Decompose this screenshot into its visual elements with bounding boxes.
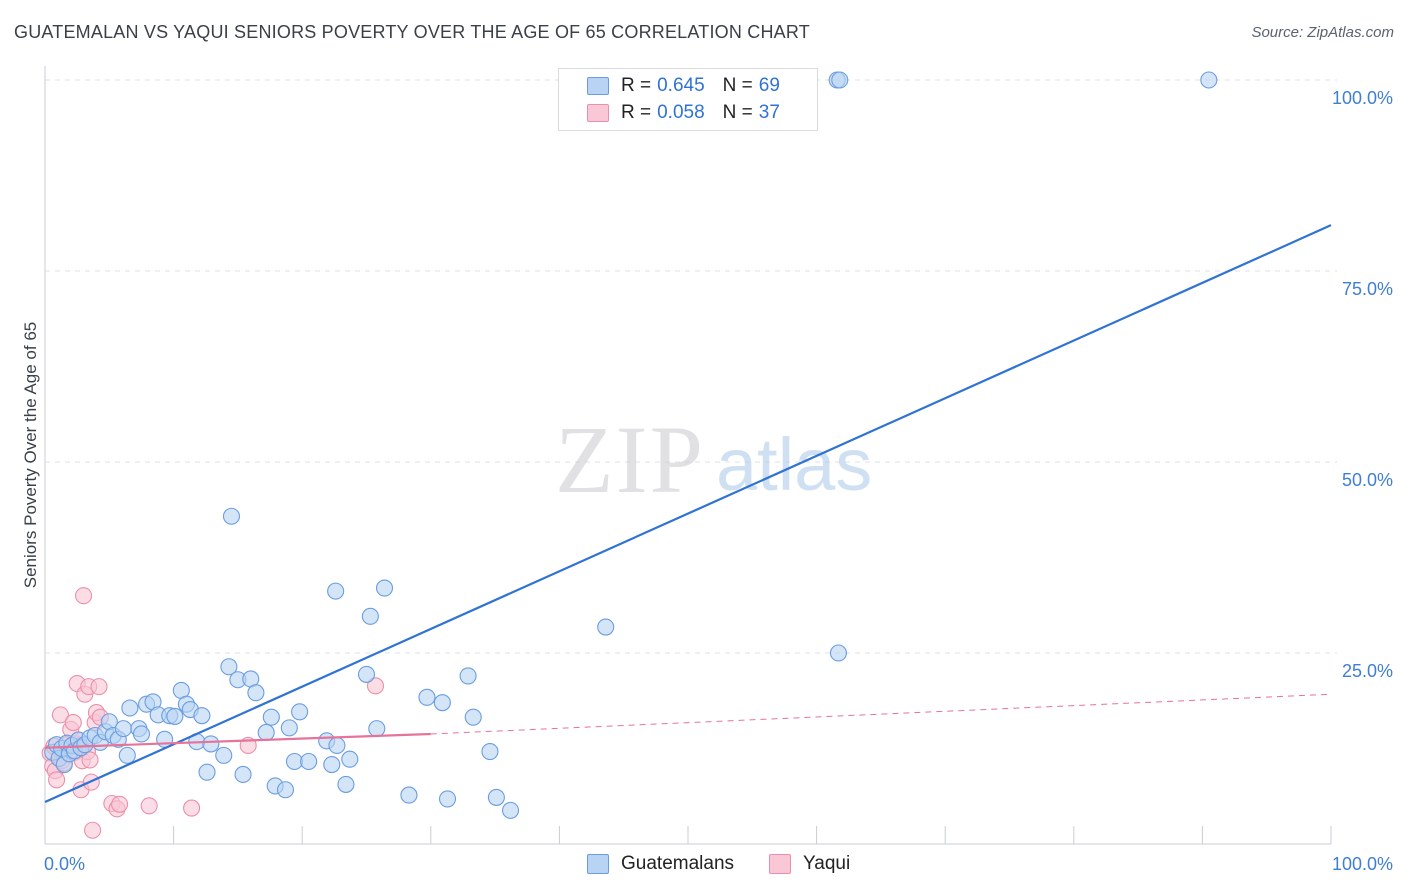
y-axis-label: Seniors Poverty Over the Age of 65 (21, 322, 40, 588)
axes (44, 66, 1332, 845)
point-yaqui (140, 797, 158, 815)
point-guatemalans (257, 723, 275, 742)
point-guatemalans (361, 607, 379, 625)
point-yaqui (366, 677, 385, 695)
legend-n-label: N = (722, 102, 753, 123)
point-guatemalans (121, 699, 139, 717)
point-guatemalans (501, 801, 520, 819)
legend-swatch-blue (587, 77, 609, 95)
point-guatemalans (114, 720, 132, 738)
point-guatemalans (300, 752, 318, 771)
trend-line-yaqui-extension (430, 693, 1332, 735)
point-guatemalans (327, 582, 345, 600)
x-tick-label: 0.0% (44, 854, 85, 874)
legend-n-value: 37 (758, 102, 780, 123)
stats-legend: R = 0.645 N = 69 R = 0.058 N = 37 (558, 68, 818, 131)
point-guatemalans (234, 765, 252, 784)
point-guatemalans (215, 746, 233, 764)
series-guatemalans (44, 71, 1218, 819)
point-guatemalans (291, 703, 309, 721)
point-yaqui (90, 678, 108, 696)
gridlines (45, 79, 1337, 654)
axis-labels: 100.0% 75.0% 50.0% 25.0% 0.0% 100.0% Seniors P… (21, 88, 1393, 874)
point-yaqui (81, 751, 99, 769)
legend-row-guatemalans: R = 0.645 N = 69 (587, 73, 780, 99)
point-guatemalans (328, 736, 346, 754)
x-tick-label: 100.0% (1332, 854, 1393, 874)
point-yaqui (111, 795, 129, 813)
point-guatemalans (1200, 71, 1218, 89)
point-guatemalans (481, 743, 499, 761)
point-guatemalans (202, 735, 220, 753)
point-guatemalans (262, 708, 280, 726)
legend-swatch-yaqui (769, 854, 791, 874)
legend-label-guatemalans: Guatemalans (621, 853, 735, 874)
point-guatemalans (368, 720, 386, 738)
y-tick-label: 75.0% (1342, 279, 1393, 299)
point-yaqui (48, 771, 66, 789)
point-yaqui (64, 713, 82, 732)
legend-item-yaqui[interactable]: Yaqui (769, 852, 850, 876)
legend-r-value: 0.645 (657, 75, 705, 96)
legend-r-label: R = (621, 102, 652, 123)
trend-lines (44, 224, 1332, 803)
point-guatemalans (280, 719, 298, 737)
point-guatemalans (433, 694, 451, 712)
point-guatemalans (222, 507, 241, 525)
point-guatemalans (829, 644, 848, 662)
legend-swatch-guatemalans (587, 854, 609, 874)
trend-line-yaqui (44, 732, 431, 749)
y-tick-label: 50.0% (1342, 470, 1393, 490)
source-label: Source: ZipAtlas.com (1251, 24, 1394, 41)
point-yaqui (51, 706, 69, 724)
legend-n-value: 69 (758, 75, 780, 96)
point-guatemalans (357, 665, 376, 683)
point-guatemalans (193, 707, 211, 725)
point-guatemalans (247, 684, 265, 702)
watermark-atlas: atlas (716, 423, 872, 506)
point-guatemalans (198, 763, 216, 781)
point-guatemalans (375, 579, 394, 597)
y-tick-label: 100.0% (1332, 88, 1393, 108)
legend-item-guatemalans[interactable]: Guatemalans (587, 852, 734, 876)
point-guatemalans (337, 775, 355, 793)
legend-r-label: R = (621, 75, 652, 96)
point-guatemalans (418, 688, 436, 706)
point-yaqui (84, 821, 102, 839)
y-tick-label: 25.0% (1342, 661, 1393, 681)
point-guatemalans (487, 788, 505, 806)
point-guatemalans (459, 667, 477, 685)
point-guatemalans (400, 786, 418, 804)
legend-r-value: 0.058 (657, 102, 705, 123)
legend-n-label: N = (722, 75, 753, 96)
point-guatemalans (132, 725, 150, 743)
chart-title: GUATEMALAN VS YAQUI SENIORS POVERTY OVER… (14, 22, 810, 42)
point-guatemalans (341, 750, 359, 768)
legend-swatch-pink (587, 104, 609, 122)
point-guatemalans (220, 658, 238, 676)
point-guatemalans (118, 746, 136, 764)
point-guatemalans (464, 708, 482, 726)
trend-line-guatemalans (44, 224, 1332, 803)
legend-row-yaqui: R = 0.058 N = 37 (587, 100, 780, 126)
point-guatemalans (166, 707, 184, 725)
point-yaqui (183, 799, 201, 817)
point-yaqui (75, 587, 93, 605)
point-guatemalans (276, 781, 295, 799)
series-yaqui (41, 587, 385, 839)
point-guatemalans (323, 755, 341, 774)
point-guatemalans (831, 71, 849, 89)
watermark-zip: ZIP (555, 406, 705, 513)
point-guatemalans (438, 790, 457, 808)
legend-label-yaqui: Yaqui (803, 853, 851, 874)
point-guatemalans (597, 618, 615, 636)
